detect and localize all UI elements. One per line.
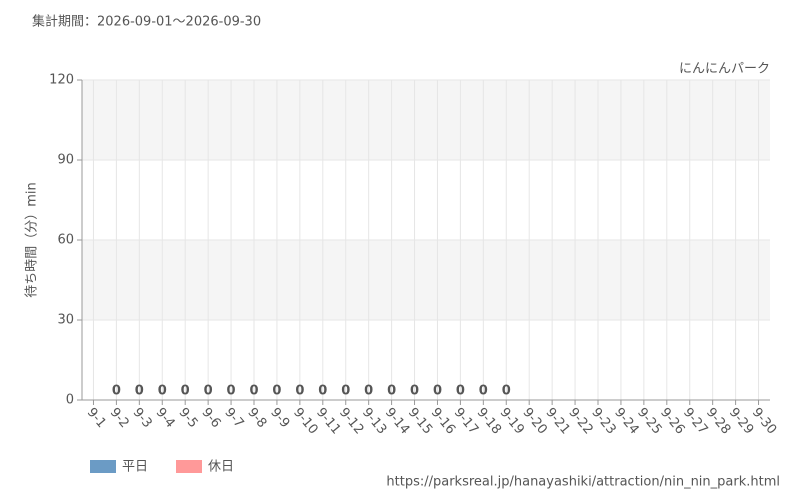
x-tick-label: 9-26 (657, 405, 687, 437)
data-label: 0 (204, 384, 213, 399)
x-tick-label: 9-6 (198, 405, 223, 431)
y-tick-label: 120 (49, 73, 74, 88)
x-tick-label: 9-21 (542, 405, 572, 437)
y-axis-label: 待ち時間（分）min (25, 182, 40, 298)
x-tick-label: 9-23 (588, 405, 618, 437)
x-tick-label: 9-1 (84, 405, 109, 431)
x-tick-label: 9-22 (565, 405, 595, 437)
legend-label: 平日 (122, 460, 148, 475)
x-tick-label: 9-3 (130, 405, 155, 431)
data-label: 0 (318, 384, 327, 399)
x-tick-label: 9-24 (611, 405, 641, 437)
data-label: 0 (181, 384, 190, 399)
x-tick-label: 9-13 (359, 405, 389, 437)
x-tick-label: 9-29 (726, 405, 756, 437)
data-label: 0 (456, 384, 465, 399)
x-tick-label: 9-19 (497, 405, 527, 437)
x-tick-label: 9-30 (749, 405, 779, 437)
x-tick-label: 9-10 (290, 405, 320, 437)
x-tick-label: 9-20 (519, 405, 549, 437)
data-label: 0 (410, 384, 419, 399)
chart-title: 集計期間：2026-09-01～2026-09-30 (32, 14, 261, 30)
data-label: 0 (249, 384, 258, 399)
x-tick-label: 9-2 (107, 405, 132, 431)
y-tick-label: 30 (57, 313, 74, 328)
y-tick-label: 0 (66, 393, 74, 408)
data-label: 0 (227, 384, 236, 399)
data-label: 0 (387, 384, 396, 399)
data-label: 0 (479, 384, 488, 399)
x-tick-label: 9-25 (634, 405, 664, 437)
x-tick-label: 9-16 (428, 405, 458, 437)
x-tick-label: 9-4 (153, 405, 178, 431)
grid-band (82, 80, 770, 160)
x-tick-label: 9-14 (382, 405, 412, 437)
x-tick-label: 9-7 (221, 405, 246, 431)
data-label: 0 (295, 384, 304, 399)
legend-label: 休日 (208, 460, 234, 475)
x-tick-label: 9-11 (313, 405, 343, 437)
data-label: 0 (158, 384, 167, 399)
x-tick-label: 9-28 (703, 405, 733, 437)
chart-subtitle: にんにんパーク (679, 62, 770, 77)
x-tick-label: 9-12 (336, 405, 366, 437)
data-label: 0 (135, 384, 144, 399)
x-tick-label: 9-9 (267, 405, 292, 431)
x-tick-label: 9-17 (451, 405, 481, 437)
y-tick-label: 60 (57, 233, 74, 248)
data-label: 0 (112, 384, 121, 399)
x-tick-label: 9-5 (175, 405, 200, 431)
data-label: 0 (341, 384, 350, 399)
legend-swatch (90, 460, 116, 473)
x-tick-label: 9-18 (474, 405, 504, 437)
y-tick-label: 90 (57, 153, 74, 168)
x-tick-label: 9-15 (405, 405, 435, 437)
x-tick-label: 9-8 (244, 405, 269, 431)
legend-swatch (176, 460, 202, 473)
source-url: https://parksreal.jp/hanayashiki/attract… (386, 475, 780, 490)
data-label: 0 (502, 384, 511, 399)
data-label: 0 (272, 384, 281, 399)
data-label: 0 (433, 384, 442, 399)
data-label: 0 (364, 384, 373, 399)
x-tick-label: 9-27 (680, 405, 710, 437)
grid-band (82, 240, 770, 320)
